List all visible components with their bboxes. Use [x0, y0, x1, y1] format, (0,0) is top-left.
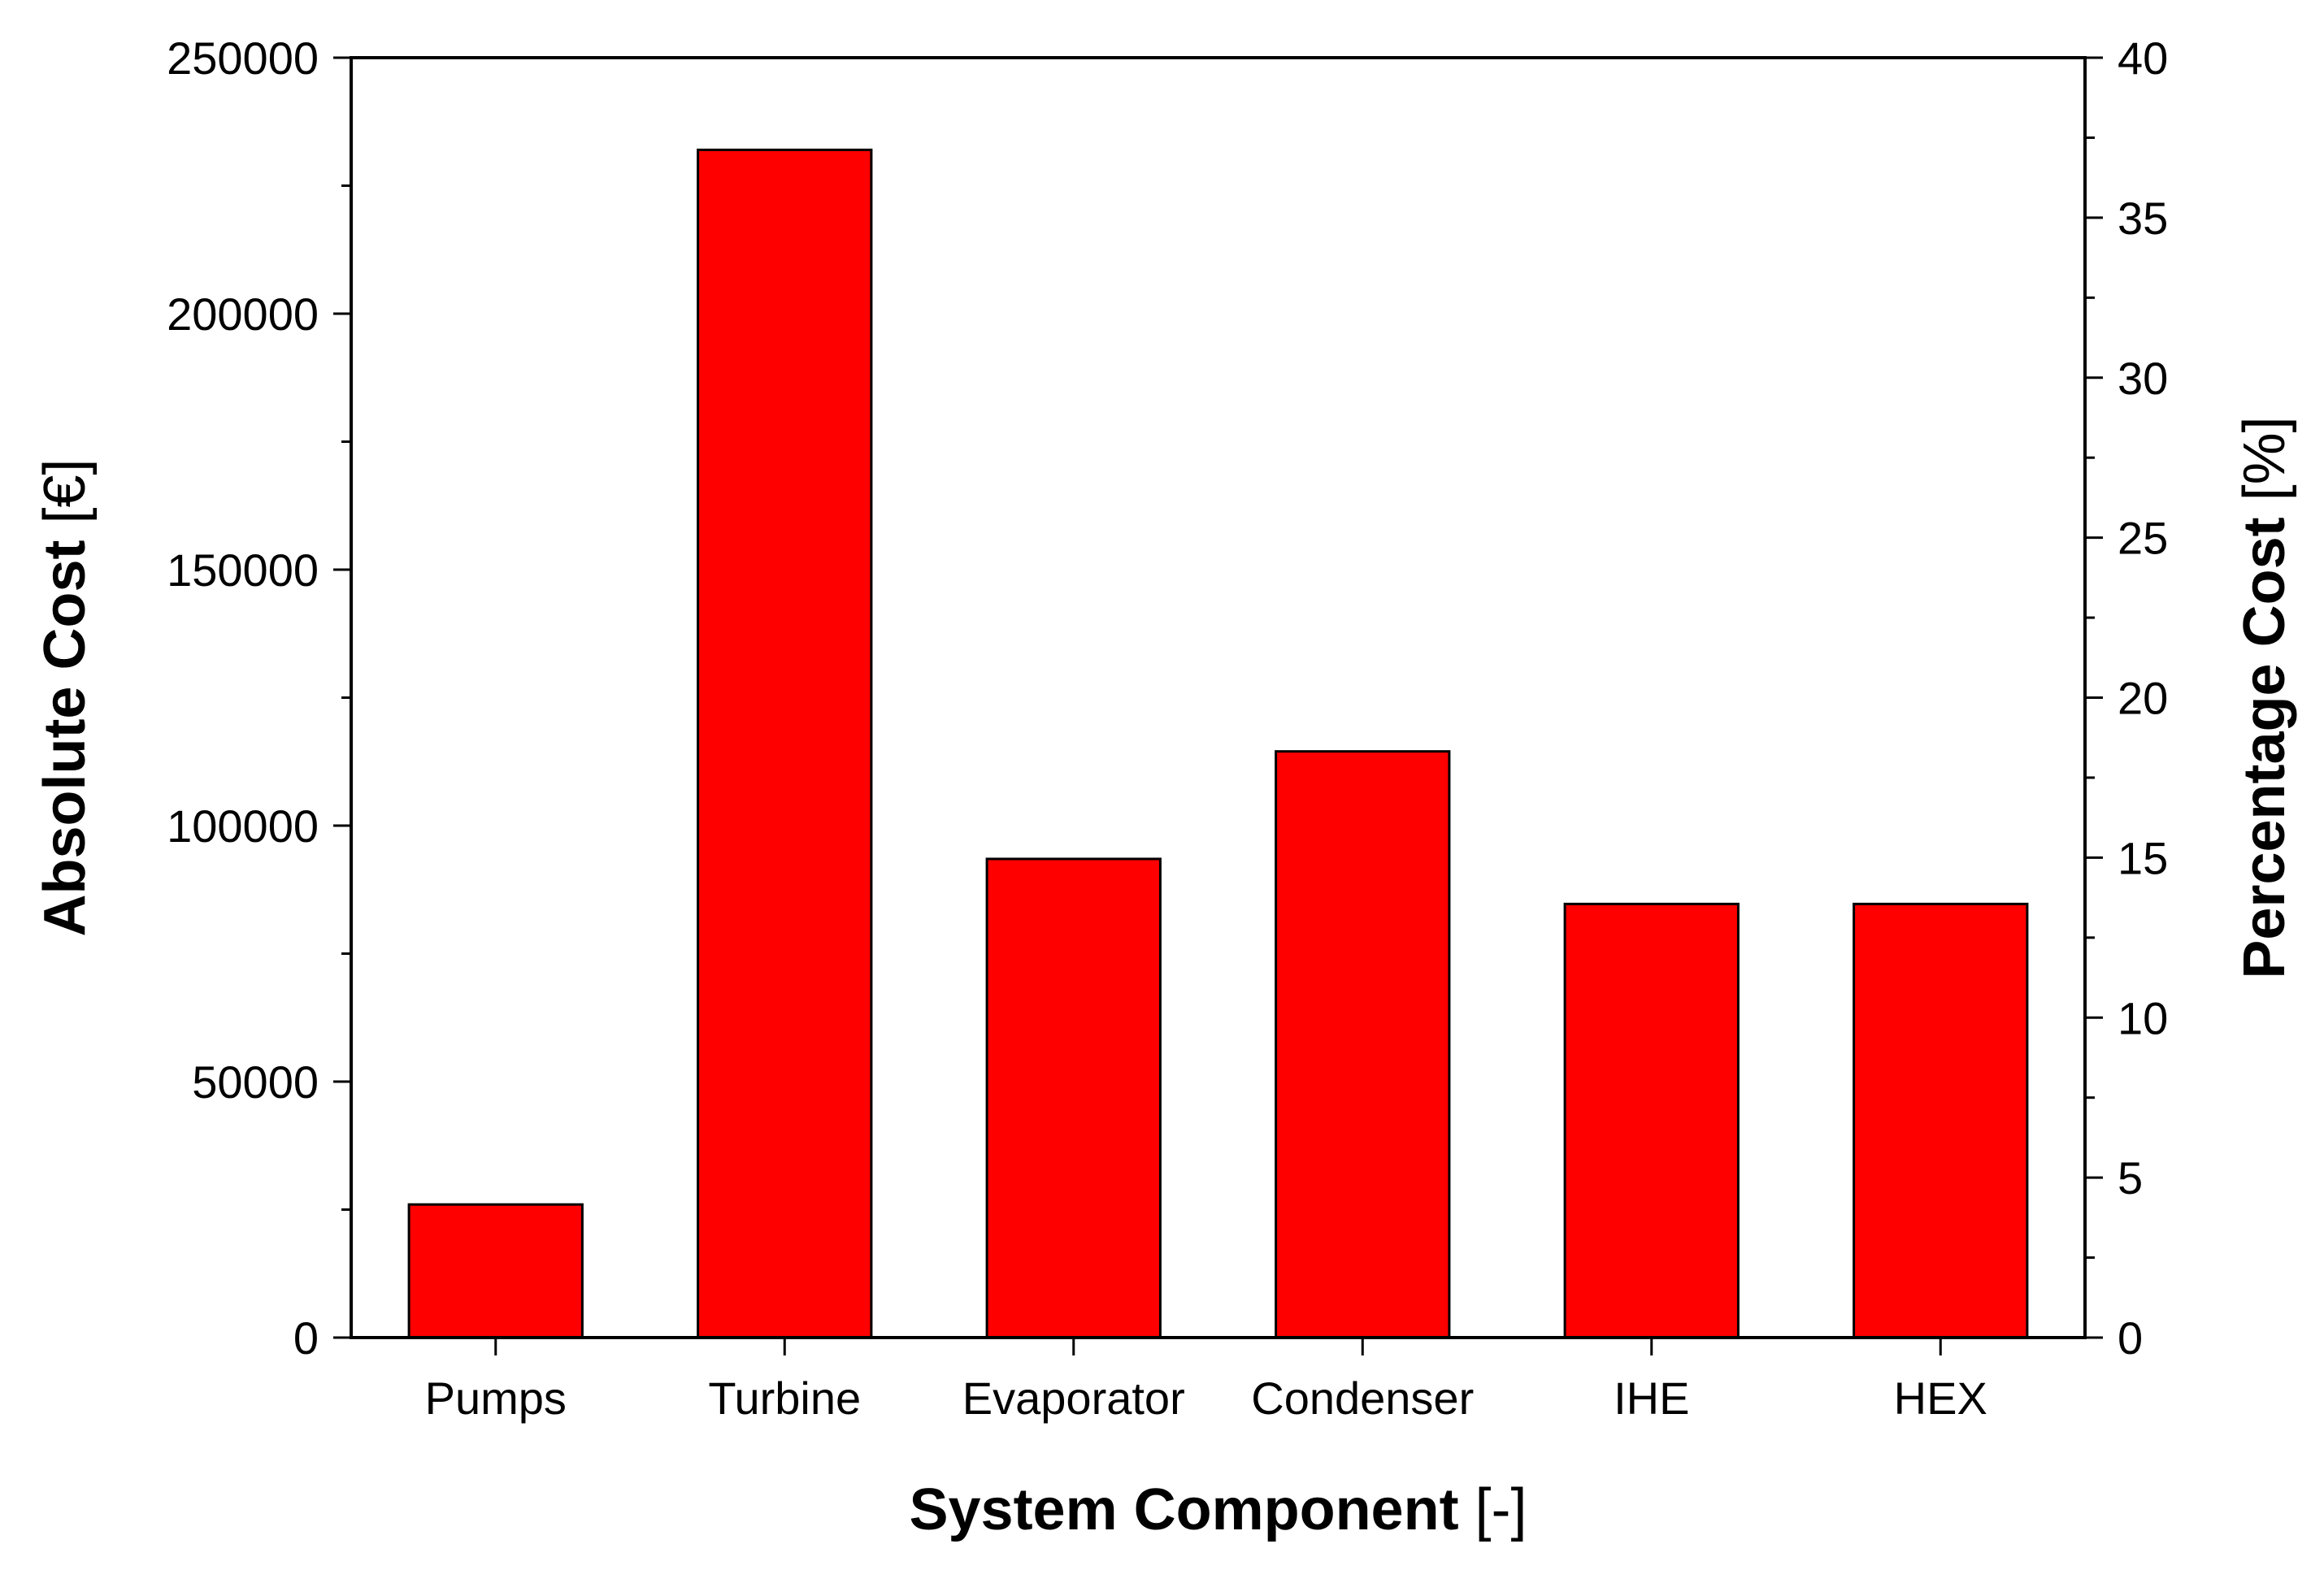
bars-group — [407, 148, 2029, 1339]
y2-tick-label: 10 — [2118, 992, 2168, 1043]
bar-pumps — [407, 1203, 584, 1339]
y-axis-title: Absolute Cost [€] — [33, 458, 98, 936]
y-tick-label: 250000 — [167, 33, 319, 84]
y2-tick-label: 15 — [2118, 832, 2168, 883]
y-axis-title-unit: [€] — [33, 458, 98, 540]
bar-hex — [1853, 902, 2029, 1339]
y2-tick-label: 35 — [2118, 193, 2168, 244]
plot-frame — [350, 56, 2087, 1339]
right-y-axis-title-main: Percentage Cost — [2232, 517, 2297, 978]
x-axis-title-main: System Component — [909, 1477, 1458, 1542]
y-tick-label: 50000 — [192, 1056, 319, 1108]
right-y-axis-title: Percentage Cost [%] — [2232, 416, 2297, 978]
y-tick-label: 150000 — [167, 544, 319, 596]
y2-tick-label: 30 — [2118, 353, 2168, 404]
bar-turbine — [697, 148, 873, 1339]
bar-evaporator — [985, 857, 1162, 1339]
y2-tick-label: 40 — [2118, 33, 2168, 84]
y-tick-label: 100000 — [167, 800, 319, 852]
x-tick-label: Pumps — [425, 1373, 567, 1424]
bar-ihe — [1563, 902, 1740, 1339]
x-tick-label: HEX — [1894, 1373, 1987, 1424]
x-axis-title: System Component [-] — [909, 1477, 1527, 1542]
right-y-axis-title-unit: [%] — [2232, 416, 2297, 517]
right-axis-ticks: 0 5 10 15 20 25 30 35 40 — [2085, 33, 2168, 1364]
y2-tick-label: 20 — [2118, 673, 2168, 724]
x-tick-label: IHE — [1614, 1373, 1689, 1424]
y-tick-label: 0 — [293, 1312, 319, 1364]
y2-tick-label: 25 — [2118, 513, 2168, 564]
y2-tick-label: 5 — [2118, 1152, 2143, 1204]
left-axis-ticks: 0 50000 100000 150000 200000 250000 — [167, 33, 351, 1364]
y2-tick-label: 0 — [2118, 1312, 2143, 1364]
x-tick-label: Condenser — [1251, 1373, 1474, 1424]
x-axis-title-unit: [-] — [1459, 1477, 1527, 1542]
bar-condenser — [1275, 750, 1451, 1339]
x-tick-label: Turbine — [708, 1373, 861, 1424]
y-axis-title-main: Absolute Cost — [33, 540, 98, 937]
x-axis-ticks: Pumps Turbine Evaporator Condenser IHE HEX — [425, 1338, 1987, 1424]
y-tick-label: 200000 — [167, 288, 319, 340]
x-tick-label: Evaporator — [962, 1373, 1185, 1424]
